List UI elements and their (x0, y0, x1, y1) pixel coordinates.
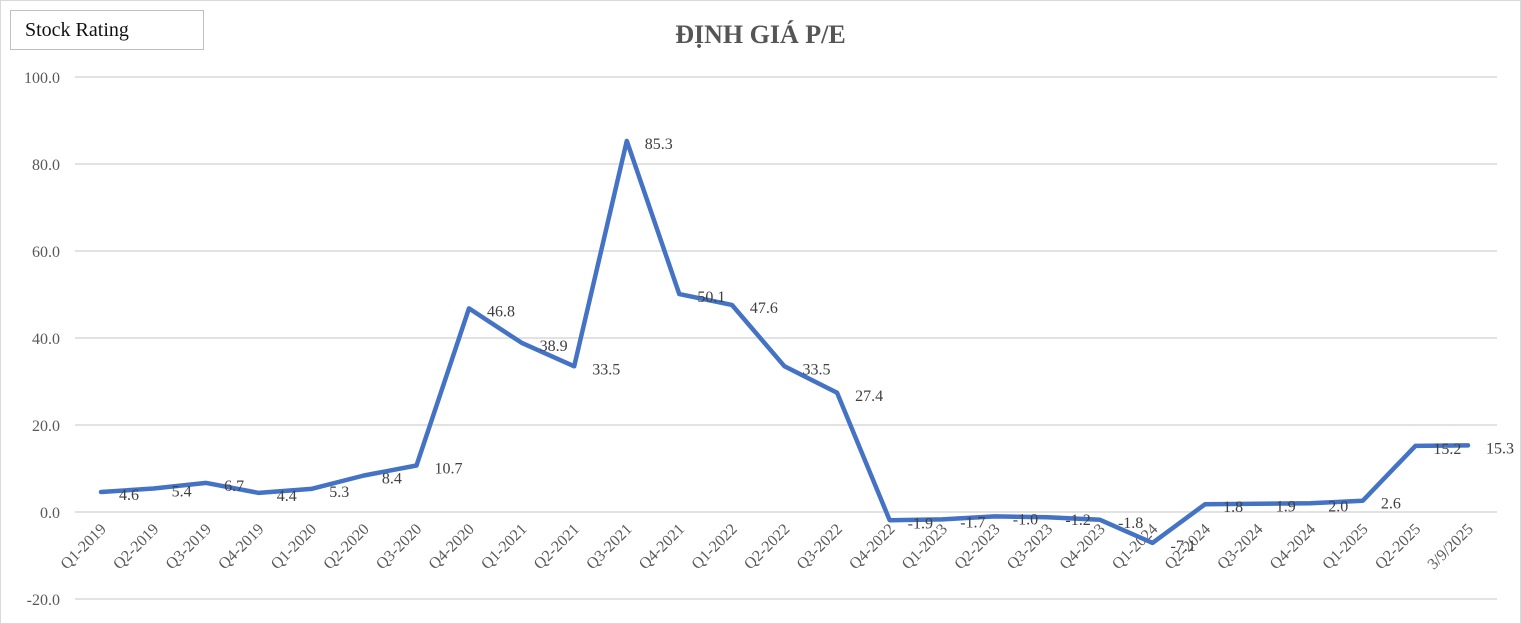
y-tick-label: 40.0 (32, 331, 60, 348)
data-labels: 4.6 5.4 6.7 4.4 5.3 8.4 10.7 46.8 38.9 33.5 85.3 50… (119, 136, 1514, 555)
x-tick-label: Q2-2025 (1372, 521, 1424, 573)
x-tick-label: Q3-2024 (1214, 521, 1266, 573)
x-tick-label: Q1-2019 (58, 521, 110, 573)
data-label: 15.3 (1486, 440, 1514, 457)
x-tick-label: Q4-2019 (215, 521, 267, 573)
x-tick-label: Q2-2022 (741, 521, 793, 573)
data-label: 33.5 (592, 361, 620, 378)
x-tick-label: Q3-2020 (373, 521, 425, 573)
data-label: 2.6 (1381, 496, 1401, 513)
data-label: 4.4 (277, 488, 297, 505)
x-tick-label: Q1-2020 (268, 521, 320, 573)
x-tick-label: Q2-2019 (110, 521, 162, 573)
data-label: 46.8 (487, 303, 515, 320)
data-label: 2.0 (1328, 498, 1348, 515)
data-label: 27.4 (855, 388, 883, 405)
x-tick-label: Q3-2019 (163, 521, 215, 573)
data-label: 5.3 (329, 484, 349, 501)
data-label: -1.9 (908, 515, 933, 532)
y-tick-label: -20.0 (27, 592, 60, 609)
stock-rating-label: Stock Rating (25, 18, 129, 41)
y-tick-label: 80.0 (32, 157, 60, 174)
data-label: 8.4 (382, 470, 402, 487)
data-label: 5.4 (172, 484, 192, 501)
y-tick-label: 100.0 (24, 70, 60, 87)
y-tick-label: 20.0 (32, 418, 60, 435)
x-tick-label: Q1-2025 (1319, 521, 1371, 573)
data-label: 15.2 (1433, 441, 1461, 458)
x-tick-label: Q4-2022 (846, 521, 898, 573)
x-tick-label: Q4-2024 (1267, 521, 1319, 573)
x-tick-label: Q3-2023 (1004, 521, 1056, 573)
x-axis-ticks: Q1-2019 Q2-2019 Q3-2019 Q4-2019 Q1-2020 Q2-20… (58, 521, 1477, 573)
data-label: -7.1 (1171, 538, 1196, 555)
data-label: 50.1 (697, 289, 725, 306)
data-label: 47.6 (750, 300, 778, 317)
data-label: 4.6 (119, 487, 139, 504)
x-tick-label: Q2-2021 (531, 521, 583, 573)
x-tick-label: Q3-2022 (794, 521, 846, 573)
data-label: 1.9 (1276, 499, 1296, 516)
x-tick-label: Q1-2021 (478, 521, 530, 573)
data-label: 10.7 (434, 460, 462, 477)
y-tick-label: 60.0 (32, 244, 60, 261)
x-tick-label: Q4-2020 (426, 521, 478, 573)
data-label: 38.9 (540, 338, 568, 355)
chart-title: ĐỊNH GIÁ P/E (675, 20, 846, 49)
data-label: -1.8 (1118, 515, 1143, 532)
gridlines (75, 76, 1497, 600)
x-tick-label: Q3-2021 (583, 521, 635, 573)
data-label: 6.7 (224, 478, 244, 495)
x-tick-label: 3/9/2025 (1425, 521, 1477, 573)
stock-rating-badge: Stock Rating (10, 10, 204, 50)
y-axis-ticks: 100.0 80.0 60.0 40.0 20.0 0.0 -20.0 (24, 70, 60, 609)
data-label: -1.2 (1065, 512, 1090, 529)
x-tick-label: Q1-2022 (689, 521, 741, 573)
pe-series-line (98, 138, 1471, 546)
data-label: -1.7 (960, 514, 985, 531)
data-label: 85.3 (645, 136, 673, 153)
x-tick-label: Q2-2020 (320, 521, 372, 573)
x-tick-label: Q4-2021 (636, 521, 688, 573)
data-label: 33.5 (803, 361, 831, 378)
data-label: -1.0 (1013, 511, 1038, 528)
data-label: 1.8 (1223, 499, 1243, 516)
y-tick-label: 0.0 (40, 505, 60, 522)
